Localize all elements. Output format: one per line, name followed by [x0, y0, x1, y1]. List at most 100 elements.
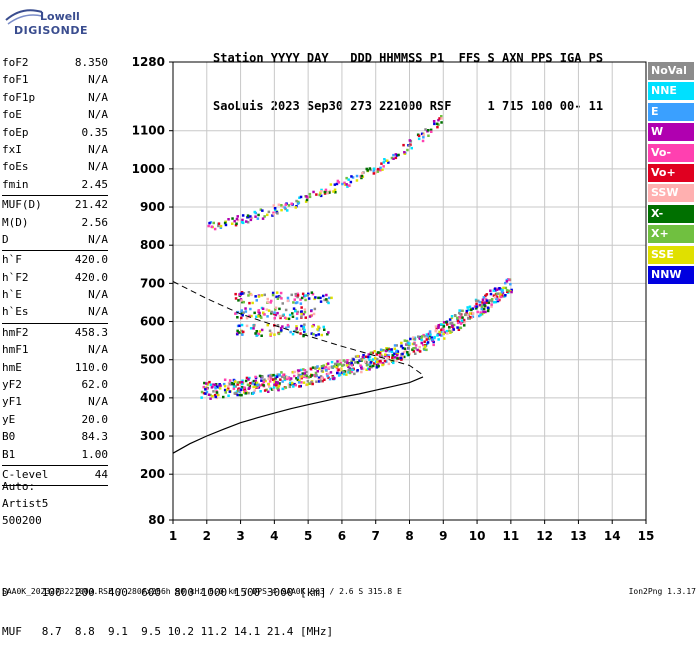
echo-point-multipath — [270, 312, 273, 315]
echo-point-f2 — [364, 355, 368, 358]
echo-point-second-hop — [440, 121, 443, 124]
echo-point-second-hop — [382, 161, 386, 164]
echo-point-f2 — [483, 304, 487, 307]
echo-point-f2 — [252, 391, 256, 394]
echo-point-f2 — [202, 385, 205, 389]
echo-point-f2 — [328, 377, 332, 381]
echo-point-multipath — [270, 331, 273, 335]
echo-point-f2 — [396, 357, 399, 360]
echo-point-f2 — [361, 355, 365, 359]
echo-point-f2 — [362, 367, 365, 370]
echo-point-multipath — [250, 314, 253, 318]
echo-point-f2 — [422, 333, 425, 337]
echo-point-multipath — [244, 310, 248, 313]
echo-point-f2 — [429, 333, 432, 336]
echo-point-multipath — [313, 307, 317, 311]
echo-point-second-hop — [315, 193, 318, 196]
echo-point-multipath — [281, 302, 284, 305]
legend-entry: Vo+ — [648, 163, 694, 182]
echo-point-f2 — [433, 335, 436, 339]
echo-point-multipath — [300, 310, 303, 313]
echo-point-f2 — [461, 309, 464, 313]
echo-point-f2 — [368, 368, 371, 371]
echo-point-f2 — [311, 382, 314, 386]
echo-point-multipath — [295, 327, 298, 330]
echo-point-f2 — [459, 312, 462, 316]
echo-point-multipath — [307, 292, 310, 296]
y-tick-label: 900 — [140, 200, 165, 214]
echo-point-second-hop — [210, 225, 213, 229]
echo-point-f2 — [400, 358, 403, 361]
echo-point-f2 — [297, 369, 301, 372]
param-row: yF1 N/A — [2, 395, 108, 412]
y-tick-label: 800 — [140, 238, 165, 252]
echo-point-f2 — [395, 359, 398, 363]
echo-point-second-hop — [347, 184, 351, 187]
echo-point-f2 — [376, 360, 379, 364]
param-name: D — [2, 232, 9, 246]
echo-point-f2 — [287, 383, 291, 386]
echo-point-multipath — [240, 299, 243, 302]
y-tick-label: 1000 — [132, 162, 165, 176]
echo-point-f2 — [240, 380, 244, 384]
echo-point-f2 — [256, 383, 259, 387]
echo-point-f2 — [449, 322, 452, 325]
echo-point-f2 — [246, 383, 250, 387]
autoscaling-info: Auto: Artist5 500200 — [2, 478, 48, 529]
echo-point-f2 — [490, 300, 494, 303]
param-name: hmF2 — [2, 325, 29, 339]
echo-point-f2 — [273, 383, 276, 386]
param-row: B1 1.00 — [2, 448, 108, 465]
echo-point-second-hop — [381, 168, 384, 171]
echo-point-second-hop — [344, 183, 347, 186]
echo-point-second-hop — [324, 190, 327, 194]
echo-point-f2 — [377, 364, 380, 368]
echo-point-f2 — [276, 387, 279, 390]
echo-point-f2 — [248, 385, 252, 388]
echo-point-second-hop — [296, 202, 300, 205]
echo-point-multipath — [257, 309, 260, 312]
echo-point-second-hop — [350, 175, 353, 178]
echo-point-f2 — [321, 366, 324, 370]
echo-point-f2 — [488, 299, 492, 302]
echo-point-multipath — [292, 307, 296, 310]
echo-point-f2 — [466, 306, 469, 309]
echo-point-f2 — [342, 363, 346, 367]
echo-point-multipath — [279, 316, 282, 320]
echo-point-f2 — [360, 367, 363, 370]
echo-point-f2 — [243, 386, 246, 389]
echo-point-second-hop — [408, 139, 412, 142]
echo-point-second-hop — [254, 215, 257, 218]
echo-point-second-hop — [437, 118, 440, 122]
echo-point-f2 — [501, 288, 504, 291]
echo-point-multipath — [240, 316, 243, 320]
echo-point-f2 — [346, 359, 349, 362]
echo-point-f2 — [460, 319, 464, 322]
legend-entry: X+ — [648, 225, 694, 244]
param-row: yF2 62.0 — [2, 378, 108, 395]
echo-point-f2 — [364, 360, 367, 364]
echo-point-f2 — [308, 382, 312, 385]
echo-point-f2 — [277, 385, 281, 388]
echo-point-f2 — [338, 372, 342, 375]
echo-point-f2 — [403, 347, 407, 350]
param-row: MUF(D) 21.42 — [2, 198, 108, 215]
echo-point-multipath — [314, 296, 317, 299]
param-value: 2.56 — [81, 215, 109, 229]
echo-point-f2 — [507, 289, 510, 293]
echo-point-f2 — [484, 310, 487, 314]
echo-point-f2 — [204, 392, 207, 395]
echo-point-f2 — [413, 337, 416, 341]
echo-point-f2 — [504, 286, 508, 290]
echo-point-f2 — [281, 380, 284, 383]
echo-point-multipath — [325, 293, 328, 297]
echo-point-multipath — [269, 301, 272, 304]
param-name: h`F — [2, 253, 22, 267]
echo-point-second-hop — [284, 203, 287, 206]
echo-point-f2 — [396, 350, 400, 353]
param-name: hmF1 — [2, 343, 29, 357]
echo-point-f2 — [359, 364, 362, 367]
echo-point-f2 — [369, 361, 373, 364]
echo-point-second-hop — [294, 206, 297, 209]
echo-point-f2 — [400, 344, 403, 348]
